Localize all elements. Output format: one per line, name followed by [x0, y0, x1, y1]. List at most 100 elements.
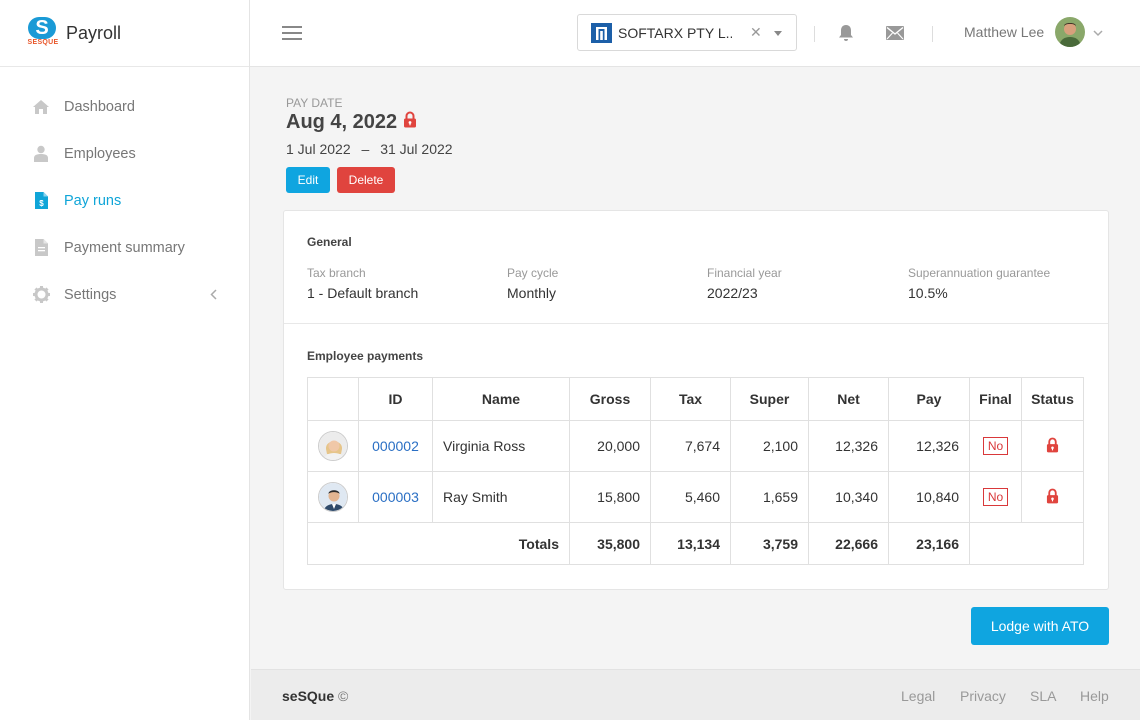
totals-empty: [969, 522, 1084, 565]
column-header[interactable]: Status: [1021, 377, 1084, 421]
sidebar-item-label: Employees: [64, 145, 136, 162]
header-divider: [814, 26, 815, 42]
total-gross: 35,800: [569, 522, 651, 565]
employee-payments-title: Employee payments: [307, 349, 424, 363]
clear-icon[interactable]: ✕: [750, 24, 762, 40]
brand-logo-text: SESQUE: [27, 39, 59, 46]
super-cell: 2,100: [730, 420, 809, 472]
footer-link-legal[interactable]: Legal: [901, 688, 936, 704]
document-icon: [31, 238, 51, 258]
bell-icon[interactable]: [838, 24, 854, 45]
sidebar-item-payment-summary[interactable]: Payment summary: [0, 224, 249, 271]
period-start: 1 Jul 2022: [286, 141, 351, 157]
user-menu[interactable]: Matthew Lee: [964, 17, 1103, 47]
employee-id-cell: 000002: [358, 420, 433, 472]
sidebar-item-label: Pay runs: [64, 192, 122, 209]
total-tax: 13,134: [650, 522, 731, 565]
brand-logo: S SESQUE: [26, 17, 60, 49]
pay-period: 1 Jul 2022 – 31 Jul 2022: [286, 141, 453, 157]
payments-table: ID Name Gross Tax Super Net Pay Final St…: [307, 377, 1084, 565]
column-header[interactable]: Gross: [569, 377, 651, 421]
totals-label: Totals: [307, 522, 570, 565]
final-badge: No: [982, 437, 1009, 455]
employee-id-link[interactable]: 000002: [372, 438, 419, 454]
field-tax-branch: Tax branch 1 - Default branch: [307, 266, 418, 301]
sidebar-item-settings[interactable]: Settings: [0, 271, 249, 318]
chevron-down-icon: [1093, 24, 1103, 40]
field-value: 2022/23: [707, 285, 758, 301]
column-header[interactable]: Tax: [650, 377, 731, 421]
totals-row: Totals 35,800 13,134 3,759 22,666 23,166: [307, 522, 1084, 565]
column-header[interactable]: Net: [808, 377, 889, 421]
column-header[interactable]: Pay: [888, 377, 970, 421]
table-header-row: ID Name Gross Tax Super Net Pay Final St…: [307, 377, 1084, 421]
employee-avatar-cell: [307, 420, 359, 472]
table-row[interactable]: 000003 Ray Smith 15,800 5,460 1,659 10,3…: [307, 471, 1084, 523]
lodge-with-ato-button[interactable]: Lodge with ATO: [971, 607, 1109, 645]
column-header-avatar: [307, 377, 359, 421]
sidebar-item-pay-runs[interactable]: $ Pay runs: [0, 177, 249, 224]
field-label: Superannuation guarantee: [908, 266, 1051, 280]
avatar: [1055, 17, 1086, 47]
edit-button[interactable]: Edit: [286, 167, 330, 193]
avatar: [318, 431, 348, 461]
table-row[interactable]: 000002 Virginia Ross 20,000 7,674 2,100 …: [307, 420, 1084, 472]
delete-button[interactable]: Delete: [337, 167, 395, 193]
sidebar-item-employees[interactable]: Employees: [0, 130, 249, 177]
field-financial-year: Financial year 2022/23: [707, 266, 782, 301]
net-cell: 12,326: [808, 420, 889, 472]
pay-cell: 12,326: [888, 420, 970, 472]
user-icon: [31, 144, 51, 164]
tax-cell: 7,674: [650, 420, 731, 472]
final-badge: No: [982, 488, 1009, 506]
column-header[interactable]: Super: [730, 377, 809, 421]
final-cell: No: [969, 471, 1022, 523]
gross-cell: 20,000: [569, 420, 651, 472]
page-title: Aug 4, 2022: [286, 111, 417, 134]
column-header[interactable]: Name: [432, 377, 570, 421]
net-cell: 10,340: [808, 471, 889, 523]
employee-id-link[interactable]: 000003: [372, 489, 419, 505]
footer: seSQue © Legal Privacy SLA Help: [251, 669, 1140, 720]
lock-icon: [1046, 437, 1059, 456]
period-end: 31 Jul 2022: [380, 141, 453, 157]
chevron-left-icon: [210, 288, 217, 304]
employee-name: Ray Smith: [432, 471, 570, 523]
svg-text:$: $: [39, 199, 44, 208]
header-divider: [932, 26, 933, 42]
employee-id-cell: 000003: [358, 471, 433, 523]
user-name: Matthew Lee: [964, 24, 1045, 40]
period-separator: –: [361, 141, 370, 157]
field-value: Monthly: [507, 285, 557, 301]
sidebar-item-label: Settings: [64, 286, 117, 303]
mail-icon[interactable]: [886, 26, 904, 43]
pay-cell: 10,840: [888, 471, 970, 523]
pay-date-label: PAY DATE: [286, 96, 343, 110]
status-cell: [1021, 471, 1084, 523]
sidebar-item-label: Payment summary: [64, 239, 185, 256]
brand-logo-mark: S: [28, 17, 56, 39]
company-name: SOFTARX PTY L...: [618, 24, 732, 41]
field-label: Tax branch: [307, 266, 366, 280]
app-title: Payroll: [66, 22, 122, 43]
menu-toggle-icon[interactable]: [282, 26, 302, 40]
sidebar: S SESQUE Payroll Dashboard Employees $ P…: [0, 0, 250, 720]
sidebar-item-dashboard[interactable]: Dashboard: [0, 83, 249, 130]
employee-name: Virginia Ross: [432, 420, 570, 472]
total-super: 3,759: [730, 522, 809, 565]
status-cell: [1021, 420, 1084, 472]
document-dollar-icon: $: [31, 191, 51, 211]
employee-avatar-cell: [307, 471, 359, 523]
brand[interactable]: S SESQUE Payroll: [0, 0, 249, 67]
caret-down-icon[interactable]: [774, 31, 782, 36]
company-selector[interactable]: SOFTARX PTY L... ✕: [577, 14, 797, 51]
column-header[interactable]: ID: [358, 377, 433, 421]
field-value: 1 - Default branch: [307, 285, 419, 301]
footer-link-privacy[interactable]: Privacy: [960, 688, 1006, 704]
final-cell: No: [969, 420, 1022, 472]
column-header[interactable]: Final: [969, 377, 1022, 421]
footer-link-help[interactable]: Help: [1080, 688, 1109, 704]
footer-link-sla[interactable]: SLA: [1030, 688, 1057, 704]
field-label: Pay cycle: [507, 266, 559, 280]
gear-icon: [31, 285, 51, 305]
